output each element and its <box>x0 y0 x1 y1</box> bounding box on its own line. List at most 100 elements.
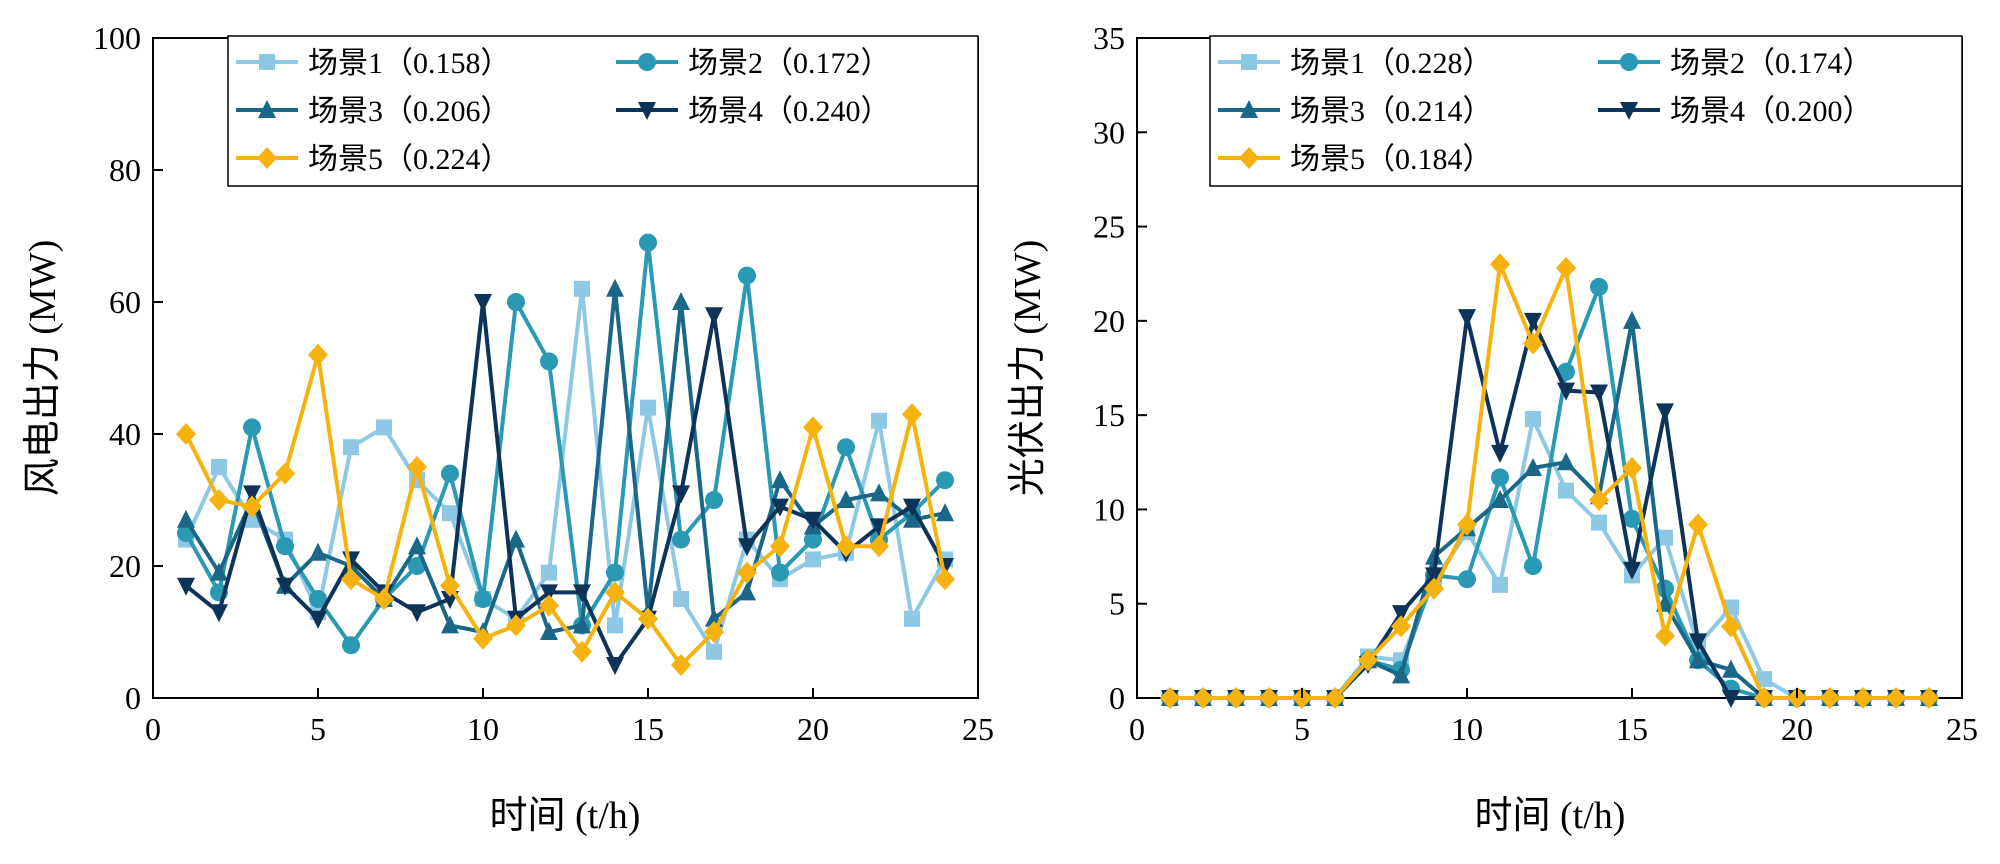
x-tick-label: 5 <box>310 711 326 747</box>
data-point <box>936 503 954 522</box>
data-point <box>1919 687 1939 709</box>
series-5 <box>176 343 955 676</box>
legend-label: 场景4（0.200） <box>1670 95 1873 128</box>
series-line <box>1170 318 1929 700</box>
series-5 <box>1160 253 1939 709</box>
data-point <box>1886 687 1906 709</box>
y-axis-title: 风电出力 (MW) <box>22 240 64 496</box>
y-tick-label: 100 <box>93 20 141 56</box>
x-axis-title: 时间 (t/h) <box>1475 795 1626 837</box>
series-4 <box>177 294 954 675</box>
data-point <box>243 485 261 504</box>
data-point <box>1491 468 1509 487</box>
data-point <box>903 498 921 517</box>
legend-item-3: 场景3（0.206） <box>236 95 511 128</box>
y-tick-label: 60 <box>109 284 141 320</box>
data-point <box>837 490 855 508</box>
legend-marker <box>1240 100 1258 118</box>
legend-item-5: 场景5（0.224） <box>236 143 511 176</box>
data-point <box>211 459 227 475</box>
data-point <box>1226 687 1246 709</box>
data-point <box>870 483 888 502</box>
y-tick-label: 40 <box>109 416 141 452</box>
series-3 <box>1161 310 1938 706</box>
legend-label: 场景3（0.206） <box>308 95 511 128</box>
y-tick-label: 35 <box>1093 20 1125 56</box>
data-point <box>904 610 920 627</box>
legend-label: 场景3（0.214） <box>1290 95 1493 128</box>
data-point <box>738 582 756 601</box>
data-point <box>672 530 690 549</box>
data-point <box>1457 513 1477 536</box>
legend-marker <box>638 102 656 120</box>
data-point <box>574 280 590 297</box>
data-point <box>1523 332 1543 355</box>
data-point <box>242 495 262 518</box>
data-point <box>1622 456 1642 479</box>
data-point <box>871 412 887 429</box>
data-point <box>805 551 821 568</box>
data-point <box>408 604 426 623</box>
data-point <box>1556 257 1576 280</box>
legend-item-2: 场景2（0.174） <box>1598 47 1873 80</box>
legend-label: 场景2（0.172） <box>688 47 891 80</box>
data-point <box>1623 509 1641 528</box>
data-point <box>671 654 691 676</box>
data-point <box>209 489 229 511</box>
data-point <box>1160 687 1180 709</box>
data-point <box>605 581 625 604</box>
data-point <box>474 294 492 312</box>
data-point <box>539 594 559 617</box>
data-point <box>275 462 295 485</box>
data-point <box>374 588 394 610</box>
legend-label: 场景1（0.158） <box>308 47 511 80</box>
data-point <box>541 564 557 581</box>
data-point <box>1491 444 1509 463</box>
data-point <box>1590 384 1608 403</box>
legend-item-1: 场景1（0.228） <box>1218 47 1493 80</box>
data-point <box>804 530 822 549</box>
data-point <box>1557 452 1575 471</box>
data-point <box>738 266 756 285</box>
legend-label: 场景5（0.184） <box>1290 143 1493 176</box>
data-point <box>606 563 624 582</box>
x-tick-label: 25 <box>962 711 994 747</box>
data-point <box>1458 570 1476 589</box>
x-tick-label: 10 <box>467 711 499 747</box>
legend-marker <box>1241 54 1257 70</box>
y-tick-label: 0 <box>1109 680 1125 716</box>
data-point <box>1193 687 1213 709</box>
data-point <box>177 509 195 528</box>
data-point <box>1491 490 1509 508</box>
legend-item-3: 场景3（0.214） <box>1218 95 1493 128</box>
data-point <box>704 621 724 643</box>
legend-marker <box>1620 102 1638 120</box>
data-point <box>442 505 458 522</box>
data-point <box>1425 546 1443 565</box>
data-point <box>1524 312 1542 331</box>
data-point <box>507 529 525 548</box>
legend-item-1: 场景1（0.158） <box>236 47 511 80</box>
data-point <box>176 423 196 445</box>
y-tick-label: 0 <box>125 680 141 716</box>
data-point <box>672 485 690 504</box>
y-tick-label: 20 <box>1093 303 1125 339</box>
data-point <box>705 491 723 509</box>
data-point <box>1754 687 1774 709</box>
data-point <box>507 293 525 311</box>
data-point <box>573 615 591 634</box>
pv-power-chart: 0 5 10 15 20 25 0 5 10 15 20 25 30 35 场景1（0.228） 场景2（0… <box>1007 20 1978 837</box>
data-point <box>243 418 261 437</box>
data-point <box>1325 687 1345 709</box>
data-point <box>706 643 722 660</box>
data-point <box>606 278 624 297</box>
data-point <box>770 535 790 558</box>
data-point <box>936 471 954 490</box>
data-point <box>771 498 789 517</box>
x-tick-label: 5 <box>1294 711 1310 747</box>
data-point <box>343 439 359 456</box>
data-point <box>473 627 493 650</box>
series-line <box>1170 284 1929 700</box>
data-point <box>1557 382 1575 401</box>
